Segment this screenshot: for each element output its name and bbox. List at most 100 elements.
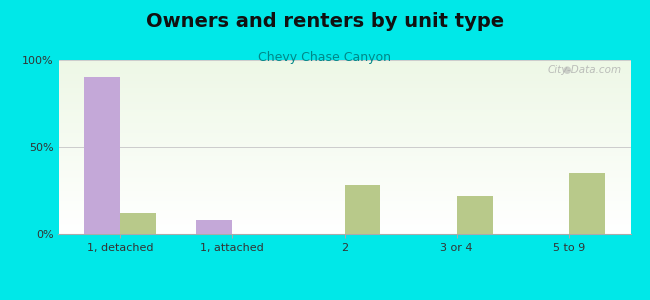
Bar xyxy=(58,107,630,109)
Bar xyxy=(58,156,630,158)
Text: City-Data.com: City-Data.com xyxy=(548,65,622,75)
Bar xyxy=(58,90,630,91)
Bar xyxy=(58,82,630,84)
Bar xyxy=(58,67,630,69)
Legend: Owner occupied units, Renter occupied units: Owner occupied units, Renter occupied un… xyxy=(176,296,514,300)
Bar xyxy=(58,112,630,114)
Bar xyxy=(58,126,630,128)
Bar xyxy=(58,114,630,116)
Bar xyxy=(58,182,630,184)
Bar xyxy=(58,158,630,159)
Bar xyxy=(58,102,630,103)
Bar xyxy=(58,163,630,164)
Bar xyxy=(120,213,156,234)
Bar xyxy=(58,185,630,187)
Bar xyxy=(58,103,630,105)
Bar xyxy=(58,199,630,201)
Bar xyxy=(58,110,630,112)
Bar xyxy=(58,169,630,171)
Bar xyxy=(58,65,630,67)
Bar xyxy=(58,147,630,149)
Bar xyxy=(58,161,630,163)
Bar xyxy=(58,222,630,224)
Bar xyxy=(58,74,630,76)
Bar xyxy=(58,140,630,142)
Bar xyxy=(58,76,630,77)
Bar xyxy=(58,196,630,197)
Bar xyxy=(58,225,630,227)
Bar xyxy=(58,180,630,182)
Bar xyxy=(58,208,630,210)
Bar xyxy=(58,70,630,72)
Bar xyxy=(196,220,232,234)
Bar xyxy=(58,154,630,156)
Bar xyxy=(58,217,630,218)
Bar xyxy=(58,220,630,222)
Bar xyxy=(58,145,630,147)
Bar xyxy=(569,173,604,234)
Bar xyxy=(58,175,630,177)
Bar xyxy=(58,178,630,180)
Bar xyxy=(58,164,630,166)
Bar xyxy=(58,79,630,81)
Bar xyxy=(58,77,630,79)
Bar xyxy=(58,136,630,138)
Bar xyxy=(58,91,630,93)
Text: Owners and renters by unit type: Owners and renters by unit type xyxy=(146,12,504,31)
Bar xyxy=(58,187,630,189)
Bar xyxy=(58,230,630,232)
Bar xyxy=(58,189,630,190)
Bar xyxy=(58,69,630,70)
Bar xyxy=(58,123,630,124)
Bar xyxy=(58,124,630,126)
Bar xyxy=(58,173,630,175)
Bar xyxy=(58,204,630,206)
Bar xyxy=(58,197,630,199)
Bar xyxy=(58,72,630,74)
Bar xyxy=(58,88,630,90)
Bar xyxy=(58,138,630,140)
Bar xyxy=(344,185,380,234)
Bar xyxy=(58,212,630,213)
Bar xyxy=(58,142,630,143)
Bar xyxy=(58,151,630,152)
Bar xyxy=(58,84,630,86)
Bar xyxy=(58,60,630,62)
Bar xyxy=(58,206,630,208)
Bar xyxy=(58,62,630,64)
Bar xyxy=(58,177,630,178)
Bar xyxy=(58,100,630,102)
Bar xyxy=(58,152,630,154)
Bar xyxy=(58,130,630,131)
Bar xyxy=(58,224,630,225)
Bar xyxy=(58,98,630,100)
Bar xyxy=(58,97,630,98)
Bar xyxy=(58,119,630,121)
Bar xyxy=(58,105,630,107)
Bar xyxy=(58,203,630,204)
Bar xyxy=(58,184,630,185)
Bar xyxy=(58,190,630,192)
Bar xyxy=(58,109,630,110)
Bar xyxy=(84,77,120,234)
Bar xyxy=(58,131,630,133)
Bar xyxy=(58,81,630,82)
Bar xyxy=(58,171,630,173)
Bar xyxy=(58,232,630,234)
Bar xyxy=(58,227,630,229)
Bar xyxy=(58,64,630,65)
Bar xyxy=(58,215,630,217)
Bar xyxy=(58,121,630,123)
Bar xyxy=(58,93,630,95)
Bar xyxy=(58,218,630,220)
Bar xyxy=(58,95,630,97)
Bar xyxy=(58,194,630,196)
Bar xyxy=(58,201,630,203)
Bar xyxy=(58,168,630,170)
Bar xyxy=(58,135,630,137)
Bar xyxy=(58,133,630,135)
Bar xyxy=(58,149,630,151)
Bar xyxy=(457,196,493,234)
Bar xyxy=(58,229,630,230)
Bar xyxy=(58,166,630,168)
